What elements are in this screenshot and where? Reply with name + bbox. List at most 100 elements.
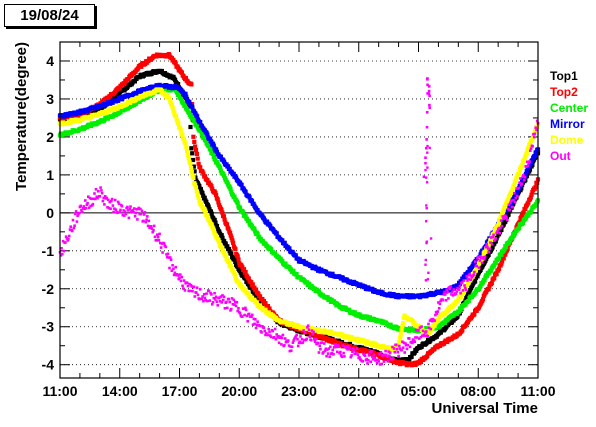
data-point	[298, 340, 302, 344]
data-point	[509, 201, 512, 205]
data-point	[322, 350, 325, 354]
data-point	[526, 213, 531, 218]
data-point	[123, 210, 127, 213]
data-point	[269, 246, 274, 251]
data-point	[98, 195, 102, 198]
data-point	[214, 224, 220, 229]
data-point	[535, 119, 539, 123]
data-point	[445, 288, 449, 291]
data-point	[213, 291, 216, 295]
data-point	[223, 253, 228, 258]
data-point	[282, 240, 287, 245]
data-point	[129, 205, 132, 208]
data-point	[103, 203, 106, 206]
data-point	[263, 301, 268, 306]
data-point	[227, 249, 232, 254]
data-point	[280, 336, 284, 340]
data-point	[218, 165, 223, 170]
data-point	[510, 235, 515, 240]
data-point	[235, 301, 239, 304]
data-point	[225, 244, 230, 249]
data-point	[211, 301, 215, 304]
data-point	[198, 119, 203, 125]
data-point	[255, 231, 260, 236]
data-point	[92, 197, 95, 201]
data-point	[525, 165, 528, 169]
data-point	[186, 156, 191, 161]
data-point	[305, 337, 308, 341]
data-point	[383, 353, 387, 357]
data-point	[458, 295, 463, 300]
data-point	[425, 353, 430, 358]
data-point	[246, 276, 251, 281]
data-point	[277, 334, 280, 338]
data-point	[200, 190, 205, 196]
data-point	[255, 323, 259, 327]
data-point	[243, 313, 246, 317]
data-point	[287, 246, 292, 251]
date-label: 19/08/24	[4, 4, 95, 27]
data-point	[522, 157, 527, 162]
data-point	[527, 167, 533, 172]
data-point	[187, 99, 192, 104]
data-point	[255, 208, 260, 213]
data-point	[107, 206, 111, 210]
data-point	[347, 307, 352, 312]
data-point	[375, 358, 378, 362]
legend-entry: Dome	[550, 133, 584, 147]
data-point	[108, 200, 112, 204]
data-point	[448, 287, 452, 291]
data-point	[156, 233, 159, 236]
data-point	[188, 102, 193, 107]
data-point	[419, 344, 424, 349]
data-point	[477, 266, 481, 269]
data-point	[81, 207, 85, 210]
data-point	[522, 174, 525, 177]
data-point	[174, 117, 179, 122]
data-point	[238, 311, 242, 315]
data-point	[324, 347, 328, 351]
data-point	[475, 264, 478, 268]
data-point	[527, 141, 533, 146]
data-point	[529, 149, 532, 152]
data-point	[190, 105, 195, 110]
data-point	[346, 348, 349, 351]
data-point	[429, 327, 433, 331]
data-point	[243, 214, 248, 219]
data-point	[241, 210, 246, 215]
data-point	[507, 203, 511, 207]
y-tick-label: 0	[46, 205, 54, 221]
data-point	[461, 289, 466, 294]
data-point	[197, 183, 202, 189]
data-point	[423, 334, 426, 338]
data-point	[484, 245, 488, 249]
data-point	[76, 214, 79, 218]
data-point	[332, 353, 335, 356]
data-point	[513, 191, 516, 195]
data-point	[336, 350, 339, 354]
data-point	[137, 206, 141, 210]
data-point	[499, 226, 502, 230]
data-point	[179, 70, 184, 75]
data-point	[209, 223, 214, 228]
data-point	[182, 279, 186, 282]
data-point	[486, 245, 489, 249]
data-point	[68, 120, 73, 126]
data-point	[138, 90, 143, 95]
data-point	[310, 329, 314, 332]
data-point	[506, 212, 511, 217]
data-point	[159, 241, 162, 245]
data-point	[132, 79, 137, 84]
data-point	[222, 217, 227, 222]
data-point	[100, 189, 103, 192]
data-point	[505, 216, 508, 219]
data-point	[411, 338, 415, 341]
data-point	[128, 207, 131, 211]
spike-point	[428, 106, 431, 109]
data-point	[120, 97, 125, 102]
data-point	[535, 128, 538, 132]
data-point	[373, 356, 376, 360]
data-point	[397, 354, 400, 358]
data-point	[515, 187, 518, 190]
spike-point	[428, 103, 431, 107]
